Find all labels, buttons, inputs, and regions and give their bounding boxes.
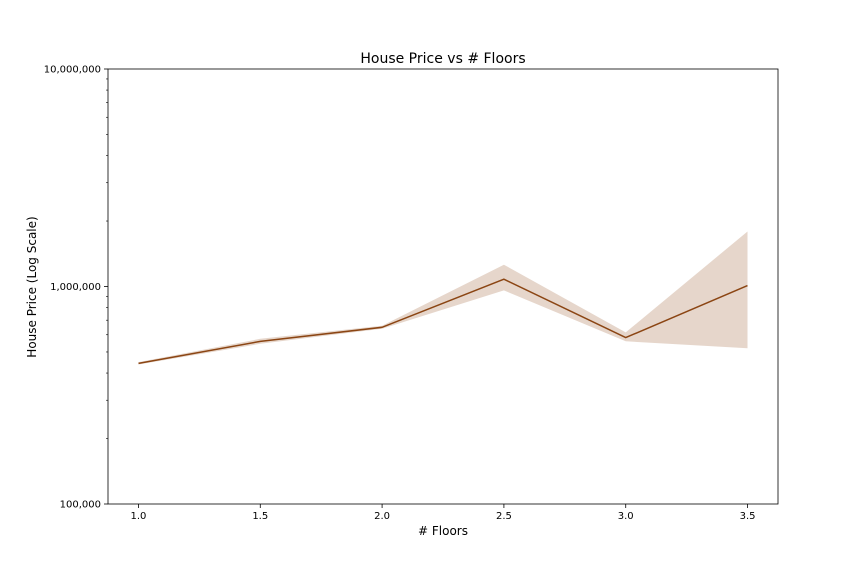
- y-tick-label: 10,000,000: [44, 65, 101, 76]
- y-tick-label: 100,000: [60, 500, 101, 511]
- plot-area: 1.0 1.5 2.0 2.5 3.0 3.5 100,000 1,000,000 10,000…: [44, 65, 779, 522]
- confidence-band: [138, 231, 748, 365]
- plot-frame: [107, 68, 779, 505]
- x-tick-label: 2.0: [374, 511, 390, 522]
- y-axis-label: House Price (Log Scale): [25, 216, 39, 357]
- x-tick-label: 1.5: [252, 511, 268, 522]
- x-axis-label: # Floors: [418, 524, 468, 538]
- x-tick-label: 3.0: [618, 511, 634, 522]
- series-line: [138, 278, 748, 365]
- x-tick-label: 3.5: [740, 511, 756, 522]
- x-tick-label: 1.0: [131, 511, 147, 522]
- y-tick-label: 1,000,000: [50, 282, 101, 293]
- chart-title: House Price vs # Floors: [360, 51, 525, 67]
- x-tick-label: 2.5: [496, 511, 512, 522]
